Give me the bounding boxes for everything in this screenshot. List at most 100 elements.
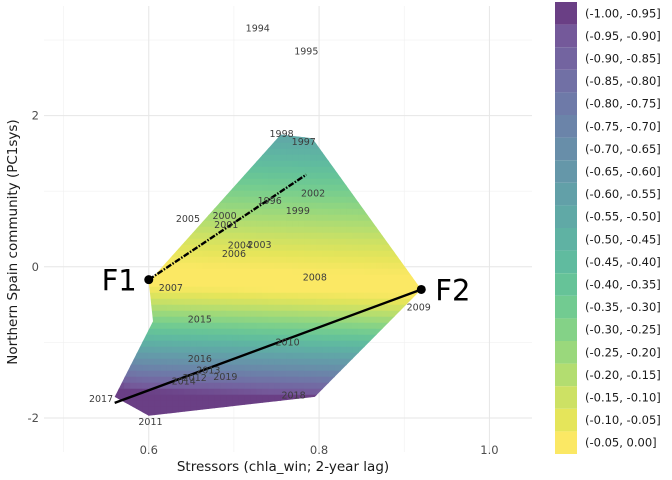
hull-cell [166,286,173,294]
hull-cell [388,166,395,174]
hull-cell [340,364,347,372]
hull-cell [292,364,299,372]
hull-cell [232,142,239,150]
hull-cell [202,196,209,204]
hull-cell [244,190,251,198]
hull-cell [178,256,185,264]
hull-cell [250,286,257,294]
hull-cell [322,160,329,168]
hull-cell [244,310,251,318]
hull-cell [328,250,335,258]
hull-cell [274,346,281,354]
hull-cell [190,142,197,150]
hull-cell [316,148,323,156]
year-label-1998: 1998 [270,129,294,140]
hull-cell [400,364,407,372]
hull-cell [190,184,197,192]
hull-cell [304,184,311,192]
hull-cell [124,166,131,174]
hull-cell [226,358,233,366]
hull-cell [190,346,197,354]
hull-cell [238,214,245,222]
hull-cell [114,256,119,264]
hull-cell [286,238,293,246]
hull-cell [322,370,329,378]
hull-cell [388,274,395,282]
hull-cell [214,232,221,240]
hull-cell [418,136,422,144]
hull-cell [376,148,383,156]
hull-cell [250,298,257,306]
hull-cell [340,370,347,378]
hull-cell [220,346,227,354]
hull-cell [226,202,233,210]
hull-cell [226,419,233,426]
hull-cell [310,148,317,156]
hull-cell [148,298,155,306]
hull-cell [322,262,329,270]
hull-cell [334,232,341,240]
hull-cell [214,244,221,252]
hull-cell [418,220,422,228]
hull-cell [340,406,347,414]
hull-cell [340,262,347,270]
hull-cell [220,304,227,312]
hull-cell [232,160,239,168]
hull-cell [328,160,335,168]
hull-cell [184,328,191,336]
hull-cell [394,376,401,384]
hull-cell [226,226,233,234]
hull-cell [196,340,203,348]
hull-cell [106,407,113,414]
hull-cell [418,406,422,414]
hull-cell [268,406,275,414]
hull-cell [334,400,341,408]
hull-cell [304,382,311,390]
hull-cell [334,322,341,330]
hull-cell [340,220,347,228]
hull-cell [190,148,197,156]
hull-cell [334,202,341,210]
hull-cell [376,274,383,282]
legend-label: (-0.10, -0.05] [585,413,661,427]
hull-cell [190,196,197,204]
hull-cell [412,268,419,276]
hull-cell [184,370,191,378]
hull-cell [322,154,329,162]
hull-cell [148,370,155,378]
hull-cell [226,286,233,294]
hull-cell [358,142,365,150]
hull-cell [364,280,371,288]
hull-cell [346,148,353,156]
focal-point-f2 [416,284,426,294]
hull-cell [376,160,383,168]
hull-cell [208,154,215,162]
hull-cell [322,340,329,348]
hull-cell [124,244,131,252]
hull-cell [178,370,185,378]
hull-cell [298,238,305,246]
hull-cell [196,382,203,390]
hull-cell [388,388,395,396]
hull-cell [124,238,131,246]
hull-cell [292,328,299,336]
hull-cell [178,382,185,390]
hull-cell [190,358,197,366]
hull-cell [114,382,119,390]
hull-cell [424,383,431,390]
hull-cell [268,352,275,360]
hull-cell [232,214,239,222]
hull-cell [166,346,173,354]
legend-label: (-0.90, -0.85] [585,52,661,66]
hull-cell [400,376,407,384]
hull-cell [274,238,281,246]
hull-cell [130,340,137,348]
hull-cell [346,166,353,174]
hull-cell [226,208,233,216]
hull-cell [346,202,353,210]
hull-cell [358,148,365,156]
hull-cell [376,400,383,408]
hull-cell [124,232,131,240]
hull-cell [292,148,299,156]
hull-cell [370,154,377,162]
